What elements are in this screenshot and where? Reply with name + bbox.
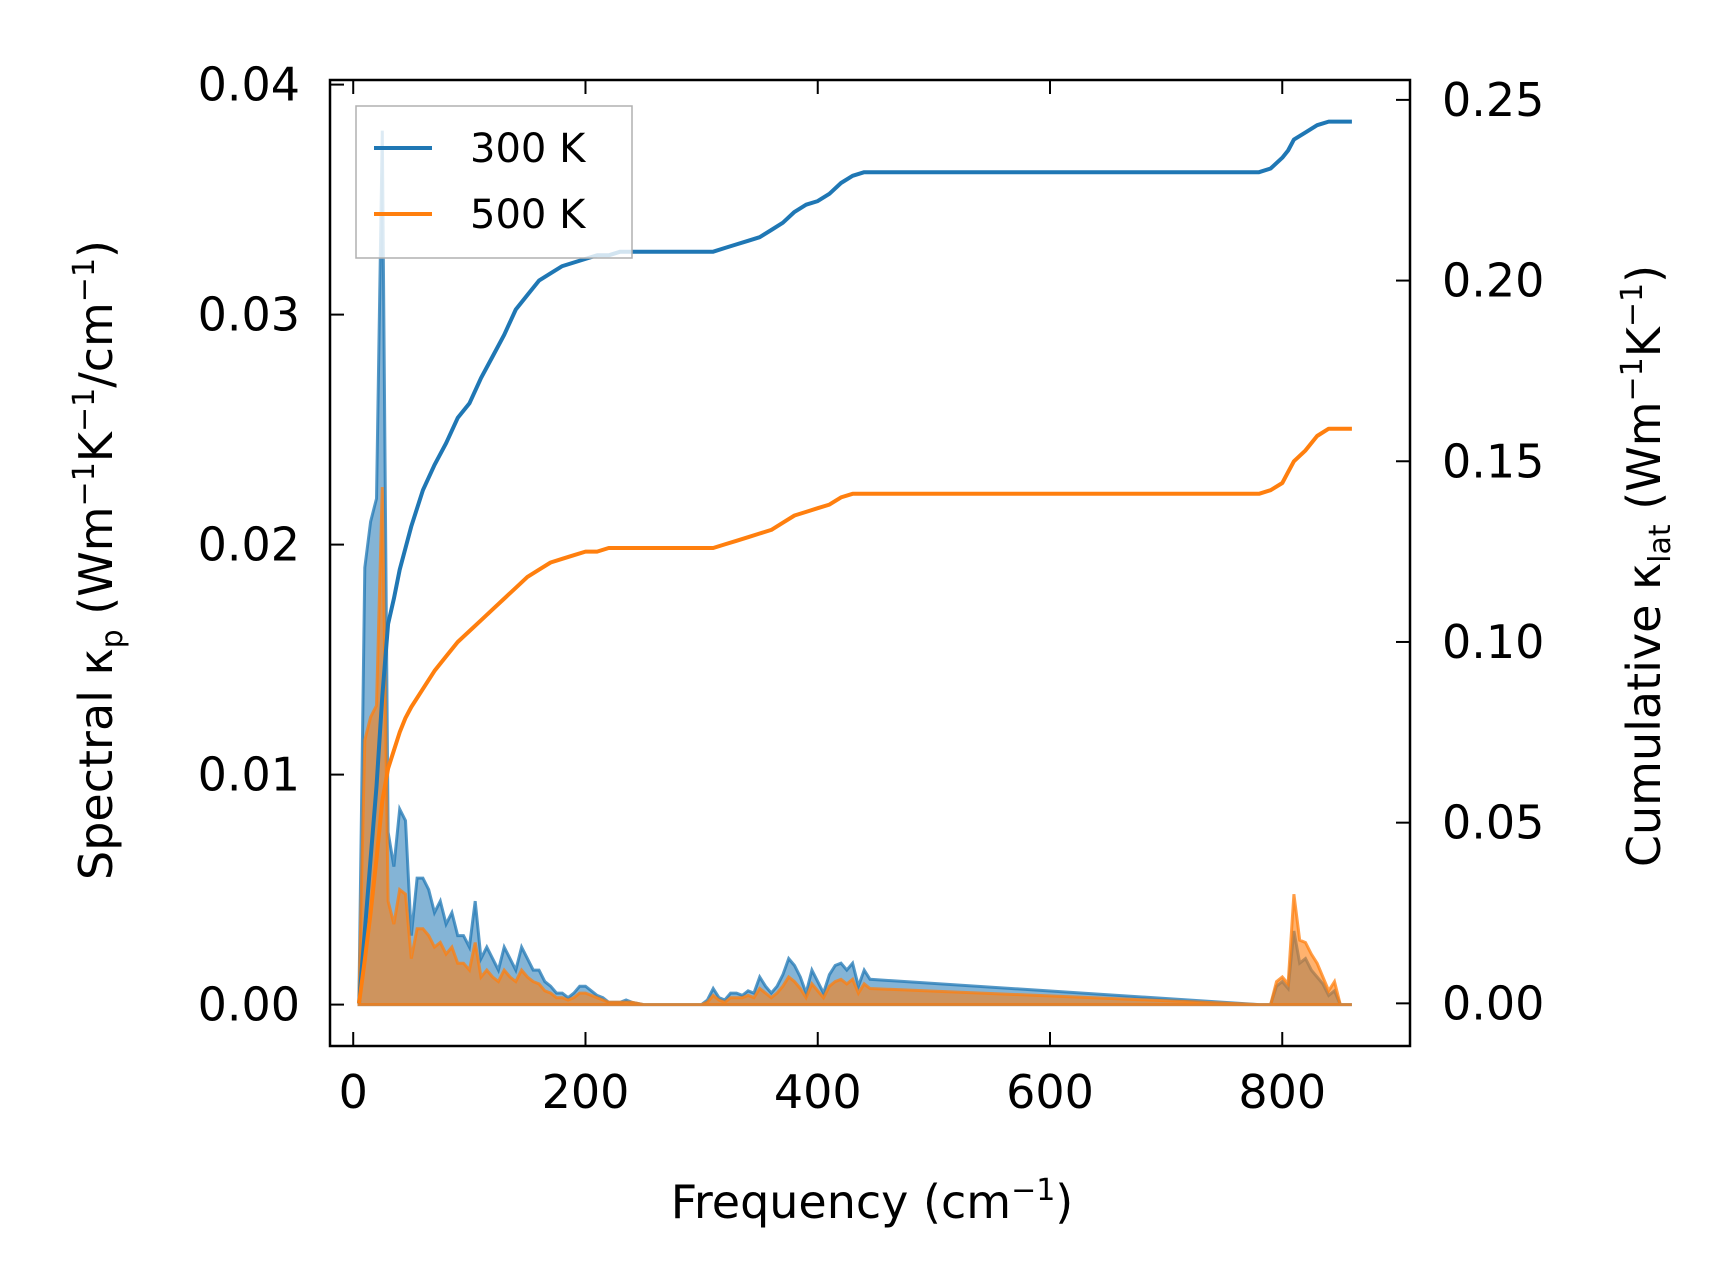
spectral-area-500k xyxy=(357,487,1352,1007)
y-tick-label-left: 0.00 xyxy=(198,978,300,1032)
x-axis-title: Frequency (cm−1) xyxy=(671,1173,1074,1229)
x-tick-label: 0 xyxy=(339,1065,368,1119)
cumulative-line-500k xyxy=(357,426,1352,1004)
y-tick-label-right: 0.20 xyxy=(1442,254,1544,308)
legend-label-300k: 300 K xyxy=(470,126,587,172)
y-axis-title-left: Spectral κp (Wm−1K−1/cm−1) xyxy=(67,240,130,880)
y-tick-label-right: 0.05 xyxy=(1442,796,1544,850)
legend-label-500k: 500 K xyxy=(470,192,587,238)
y-tick-label-right: 0.10 xyxy=(1442,615,1544,669)
legend: 300 K 500 K xyxy=(355,105,633,259)
legend-box xyxy=(355,105,633,259)
x-tick-label: 400 xyxy=(774,1065,862,1119)
x-tick-label: 200 xyxy=(542,1065,630,1119)
y-axis-title-right: Cumulative κlat (Wm−1K−1) xyxy=(1615,265,1678,867)
spectral-fills xyxy=(357,130,1352,1007)
plot-frame xyxy=(328,78,1412,1048)
x-tick-label: 600 xyxy=(1006,1065,1094,1119)
axis-ticks: 0 200 400 600 800 0.00 0.01 0.02 0.03 0.04 0.00 0.0… xyxy=(198,58,1545,1119)
y-tick-label-right: 0.25 xyxy=(1442,73,1544,127)
y-tick-label-left: 0.03 xyxy=(198,288,300,342)
y-tick-label-left: 0.01 xyxy=(198,748,300,802)
y-tick-label-right: 0.00 xyxy=(1442,976,1544,1030)
y-tick-label-right: 0.15 xyxy=(1442,434,1544,488)
y-tick-label-left: 0.02 xyxy=(198,518,300,572)
y-tick-label-left: 0.04 xyxy=(198,58,300,112)
x-tick-label: 800 xyxy=(1238,1065,1326,1119)
